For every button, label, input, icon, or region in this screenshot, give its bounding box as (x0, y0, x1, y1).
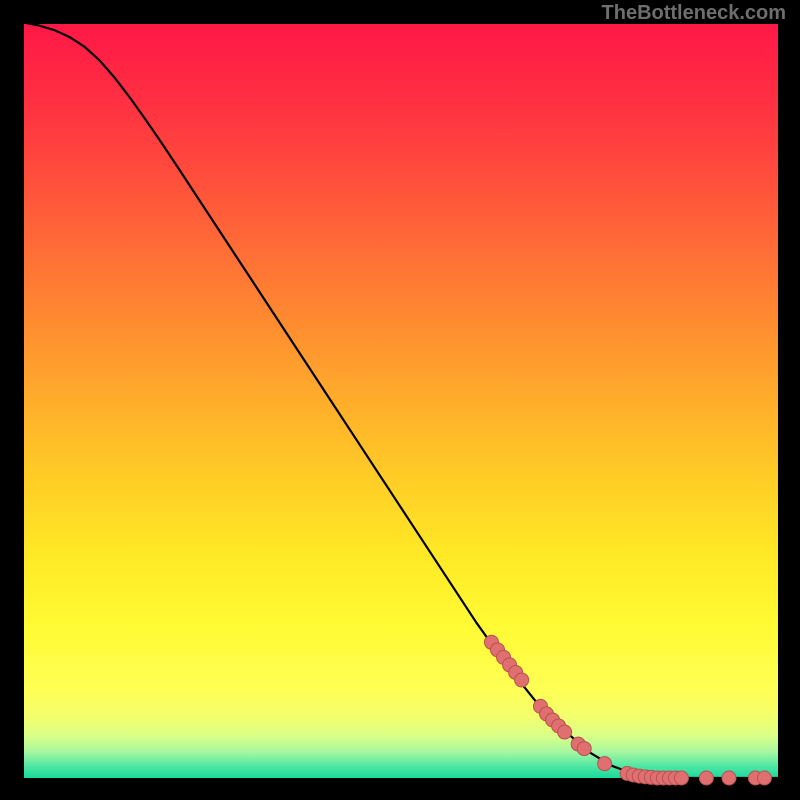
data-marker (598, 757, 612, 771)
data-marker (577, 742, 591, 756)
watermark-text: TheBottleneck.com (602, 2, 786, 25)
data-marker (515, 673, 529, 687)
chart-container: TheBottleneck.com (0, 0, 800, 800)
data-marker (722, 771, 736, 785)
data-marker (699, 771, 713, 785)
data-marker (674, 771, 688, 785)
chart-svg (0, 0, 800, 800)
data-marker (757, 771, 771, 785)
data-marker (558, 725, 572, 739)
plot-background (24, 24, 778, 778)
